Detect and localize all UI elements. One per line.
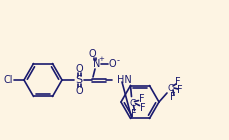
Text: O: O bbox=[75, 86, 83, 96]
Text: F: F bbox=[175, 77, 181, 87]
Text: O: O bbox=[88, 49, 96, 59]
Text: O: O bbox=[75, 64, 83, 74]
Text: -: - bbox=[117, 57, 120, 66]
Text: S: S bbox=[75, 75, 83, 85]
Text: N: N bbox=[93, 59, 101, 69]
Text: F: F bbox=[177, 85, 183, 95]
Text: HN: HN bbox=[117, 75, 132, 85]
Text: Cl: Cl bbox=[3, 75, 13, 85]
Text: +: + bbox=[98, 56, 104, 62]
Text: F: F bbox=[131, 108, 136, 119]
Text: O: O bbox=[108, 59, 116, 69]
Text: F: F bbox=[140, 102, 145, 113]
Text: C: C bbox=[168, 83, 174, 93]
Text: C: C bbox=[129, 99, 136, 108]
Text: F: F bbox=[139, 94, 144, 104]
Text: F: F bbox=[170, 92, 176, 102]
